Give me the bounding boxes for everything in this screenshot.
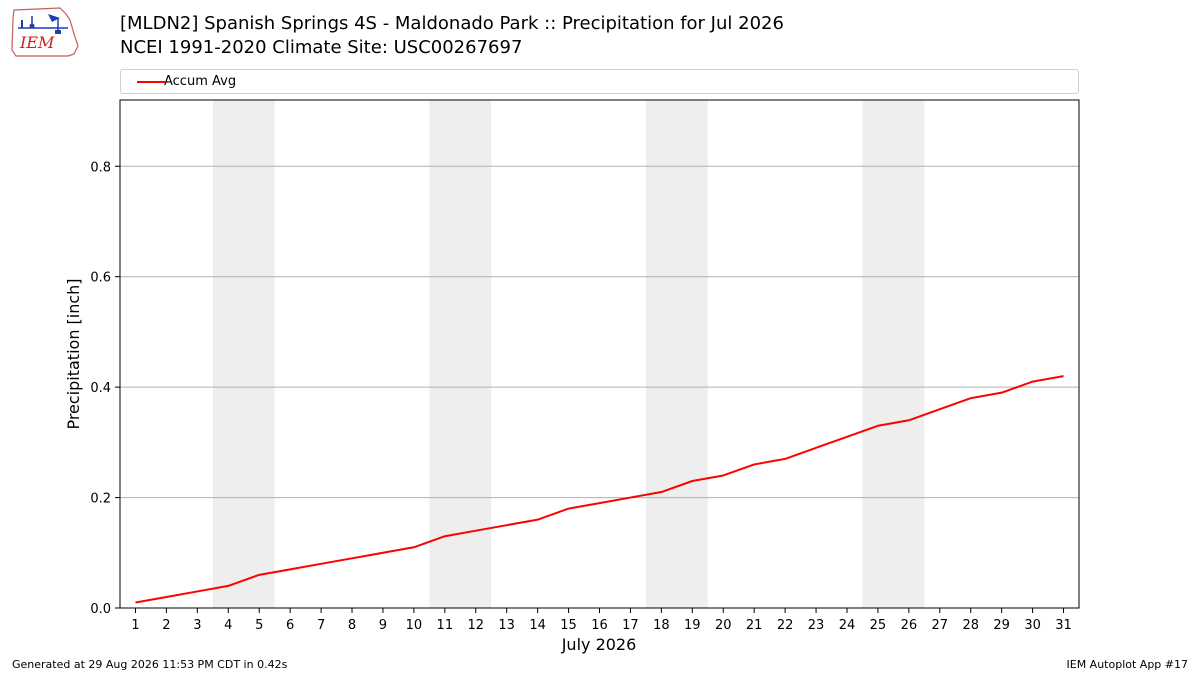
- iem-logo: IEM: [11, 7, 79, 57]
- x-tick-label-9: 10: [406, 618, 423, 633]
- x-tick-label-8: 9: [379, 618, 387, 633]
- x-tick-label-1: 2: [162, 618, 170, 633]
- x-tick-label-18: 19: [684, 618, 701, 633]
- x-tick-label-2: 3: [193, 618, 201, 633]
- weekend-band-2: [429, 100, 492, 608]
- legend: Accum Avg: [120, 69, 1079, 94]
- weather-station-icon: [18, 14, 68, 34]
- y-tick-label-0: 0.0: [90, 602, 111, 617]
- x-tick-label-0: 1: [131, 618, 139, 633]
- x-tick-label-30: 31: [1055, 618, 1072, 633]
- x-tick-label-28: 29: [993, 618, 1010, 633]
- legend-swatch-accum-avg: [137, 81, 165, 83]
- y-tick-label-1: 0.2: [90, 492, 111, 507]
- x-tick-label-7: 8: [348, 618, 356, 633]
- x-tick-label-20: 21: [746, 618, 763, 633]
- x-tick-label-21: 22: [777, 618, 794, 633]
- footer-app-text: IEM Autoplot App #17: [1066, 658, 1189, 671]
- y-tick-label-2: 0.4: [90, 381, 111, 396]
- footer-generated-text: Generated at 29 Aug 2026 11:53 PM CDT in…: [12, 658, 288, 671]
- x-tick-label-3: 4: [224, 618, 232, 633]
- x-tick-label-29: 30: [1024, 618, 1041, 633]
- x-tick-label-17: 18: [653, 618, 670, 633]
- legend-label-accum-avg: Accum Avg: [164, 74, 237, 89]
- x-tick-label-22: 23: [808, 618, 825, 633]
- logo-text: IEM: [19, 33, 55, 52]
- y-axis-label: Precipitation [inch]: [64, 278, 83, 429]
- x-tick-label-24: 25: [870, 618, 887, 633]
- x-tick-label-13: 14: [529, 618, 546, 633]
- x-tick-label-15: 16: [591, 618, 608, 633]
- x-tick-label-6: 7: [317, 618, 325, 633]
- x-tick-label-10: 11: [437, 618, 454, 633]
- y-tick-label-4: 0.8: [90, 160, 111, 175]
- x-tick-label-11: 12: [467, 618, 484, 633]
- chart-title: [MLDN2] Spanish Springs 4S - Maldonado P…: [120, 13, 784, 34]
- weekend-band-1: [212, 100, 275, 608]
- x-axis-label: July 2026: [561, 635, 637, 654]
- x-tick-label-19: 20: [715, 618, 732, 633]
- y-tick-label-3: 0.6: [90, 271, 111, 286]
- series-line-accum-avg: [135, 375, 1064, 604]
- weekend-band-3: [645, 100, 708, 608]
- x-tick-label-27: 28: [962, 618, 979, 633]
- x-tick-label-16: 17: [622, 618, 639, 633]
- chart-subtitle: NCEI 1991-2020 Climate Site: USC00267697: [120, 37, 523, 58]
- x-tick-label-5: 6: [286, 618, 294, 633]
- x-tick-label-14: 15: [560, 618, 577, 633]
- x-tick-label-4: 5: [255, 618, 263, 633]
- x-tick-label-26: 27: [932, 618, 949, 633]
- x-tick-label-23: 24: [839, 618, 856, 633]
- x-tick-label-25: 26: [901, 618, 918, 633]
- plot-frame: [119, 99, 1080, 609]
- x-tick-label-12: 13: [498, 618, 515, 633]
- weekend-band-4: [862, 100, 925, 608]
